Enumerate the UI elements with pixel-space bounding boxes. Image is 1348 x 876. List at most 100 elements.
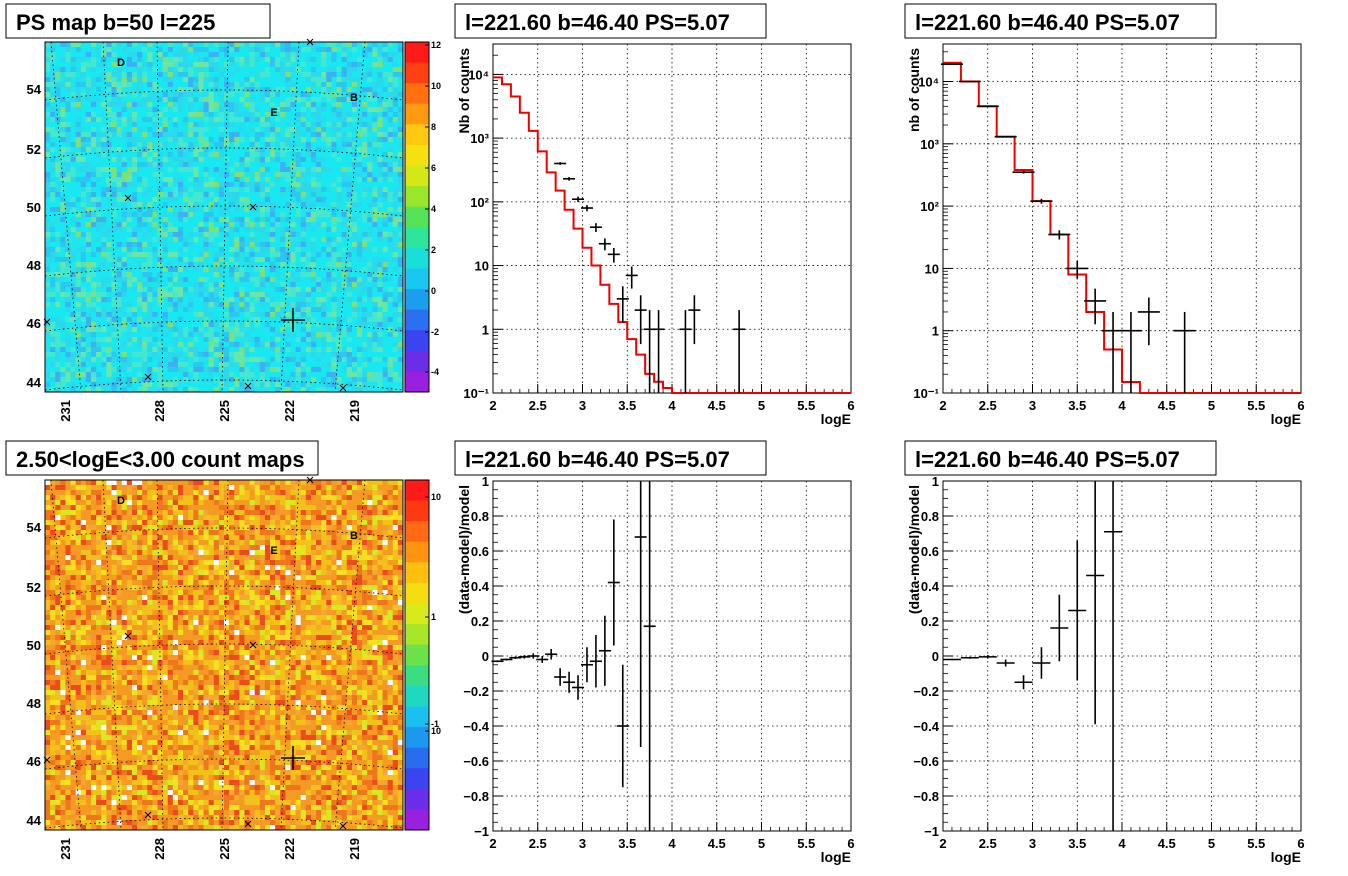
x-tick-label: 5.5 — [797, 398, 815, 413]
colorbar-tick-label: -1 — [431, 719, 439, 729]
x-tick-label: 3.5 — [618, 836, 636, 851]
x-tick-label: 5 — [1208, 398, 1215, 413]
data-point — [976, 105, 999, 108]
source-marker-label: B — [350, 92, 358, 104]
y-tick-label: −0.6 — [913, 754, 939, 769]
y-tick-label: −1 — [924, 824, 939, 839]
chart-title: l=221.60 b=46.40 PS=5.07 — [915, 10, 1180, 35]
y-tick-label: 10³ — [470, 131, 489, 146]
data-point — [652, 310, 665, 393]
map-title: PS map b=50 l=225 — [16, 10, 215, 35]
residual-point — [509, 656, 522, 659]
x-tick-label: 2 — [939, 398, 946, 413]
source-cross-marker — [144, 811, 152, 819]
y-tick-label: 10 — [925, 261, 939, 276]
map-x-tick-label: 219 — [347, 838, 362, 860]
y-tick-label: 0 — [932, 649, 939, 664]
source-cross-marker — [306, 476, 314, 484]
y-tick-label: 10² — [920, 199, 939, 214]
y-tick-label: 10⁻¹ — [913, 386, 939, 401]
residual-point — [1050, 594, 1069, 662]
y-tick-label: −0.2 — [463, 684, 489, 699]
x-tick-label: 4.5 — [1158, 398, 1176, 413]
data-point — [1048, 230, 1071, 240]
y-tick-label: 1 — [932, 324, 939, 339]
x-tick-label: 4.5 — [708, 836, 726, 851]
x-tick-label: 4 — [1118, 836, 1126, 851]
map-x-tick-label: 222 — [282, 838, 297, 860]
y-tick-label: 0.8 — [471, 509, 489, 524]
x-tick-label: 3 — [579, 398, 586, 413]
data-point — [589, 223, 602, 232]
x-tick-label: 5.5 — [1247, 398, 1265, 413]
y-tick-label: −1 — [474, 824, 489, 839]
x-tick-label: 3.5 — [1068, 836, 1086, 851]
residual-point — [580, 647, 593, 683]
data-point — [1030, 198, 1053, 204]
x-tick-label: 5 — [758, 836, 765, 851]
residual-point — [518, 655, 531, 659]
residual-chart-left: l=221.60 b=46.40 PS=5.07 2 2.5 3 3.5 4 4.5 5 5.5… — [454, 440, 855, 865]
y-tick-label: 1 — [932, 474, 939, 489]
y-tick-label: 0.8 — [921, 509, 939, 524]
colorbar-tick-label: 10 — [431, 492, 441, 502]
ps-map-tick-labels: 44 46 48 50 52 54 231 228 225 222 219 — [27, 82, 362, 422]
spectrum-chart-right: l=221.60 b=46.40 PS=5.07 2 2.5 3 3.5 4 4.5 5 5.5… — [904, 3, 1305, 427]
ps-map-colorbar: 12 10 8 6 4 2 0 -2 -4 — [404, 40, 441, 393]
x-tick-label: 2.5 — [529, 836, 547, 851]
x-axis-label: logE — [1271, 849, 1301, 865]
map-y-tick-label: 46 — [27, 754, 41, 769]
x-axis-label: logE — [821, 411, 851, 427]
residual-point — [616, 664, 629, 788]
colorbar-tick-label: 4 — [431, 204, 436, 214]
data-point — [554, 162, 567, 165]
x-tick-label: 2 — [489, 398, 496, 413]
map-y-tick-label: 52 — [27, 580, 41, 595]
chart-title: l=221.60 b=46.40 PS=5.07 — [465, 447, 730, 472]
x-tick-label: 3.5 — [1068, 398, 1086, 413]
y-axis-label: (data-model)/model — [906, 485, 922, 614]
y-tick-label: 0.4 — [921, 579, 940, 594]
y-tick-label: 10 — [475, 259, 489, 274]
colorbar-tick-label: 1 — [431, 612, 436, 622]
x-tick-label: 4.5 — [708, 398, 726, 413]
colorbar-tick-label: 6 — [431, 163, 436, 173]
data-point — [733, 310, 746, 393]
count-map-title: 2.50<logE<3.00 count maps — [16, 447, 305, 472]
map-y-tick-label: 44 — [27, 375, 42, 390]
data-point — [634, 295, 647, 345]
model-histogram-line — [493, 76, 851, 394]
data-point — [580, 205, 593, 212]
y-tick-label: −0.2 — [913, 684, 939, 699]
x-tick-label: 2.5 — [529, 398, 547, 413]
data-point — [563, 177, 576, 181]
x-tick-label: 5 — [758, 398, 765, 413]
data-point — [616, 286, 629, 323]
chart-title: l=221.60 b=46.40 PS=5.07 — [915, 447, 1180, 472]
x-tick-label: 6 — [847, 398, 854, 413]
y-tick-label: 0.6 — [921, 544, 939, 559]
source-cross-marker — [339, 822, 347, 830]
data-point — [598, 238, 611, 251]
residual-point — [634, 481, 647, 747]
x-tick-label: 6 — [847, 836, 854, 851]
source-cross-marker — [144, 373, 152, 381]
map-y-tick-label: 48 — [27, 696, 41, 711]
source-marker-label: B — [350, 530, 358, 542]
x-tick-label: 2 — [489, 836, 496, 851]
plot-frame — [942, 43, 1302, 394]
residual-point — [1068, 540, 1087, 681]
colorbar-tick-label: -4 — [431, 367, 439, 377]
map-x-tick-label: 222 — [282, 400, 297, 422]
residual-point — [598, 615, 611, 686]
count-map-cells — [44, 479, 404, 831]
y-tick-label: −0.8 — [913, 789, 939, 804]
x-tick-label: 5 — [1208, 836, 1215, 851]
residual-point — [589, 635, 602, 688]
colorbar-tick-label: 10 — [431, 726, 441, 736]
ps-map-cells — [44, 41, 404, 393]
y-tick-label: 10⁴ — [918, 75, 939, 90]
y-tick-label: −0.8 — [463, 789, 489, 804]
y-tick-label: 10⁴ — [468, 67, 489, 82]
y-tick-label: 10² — [470, 195, 489, 210]
